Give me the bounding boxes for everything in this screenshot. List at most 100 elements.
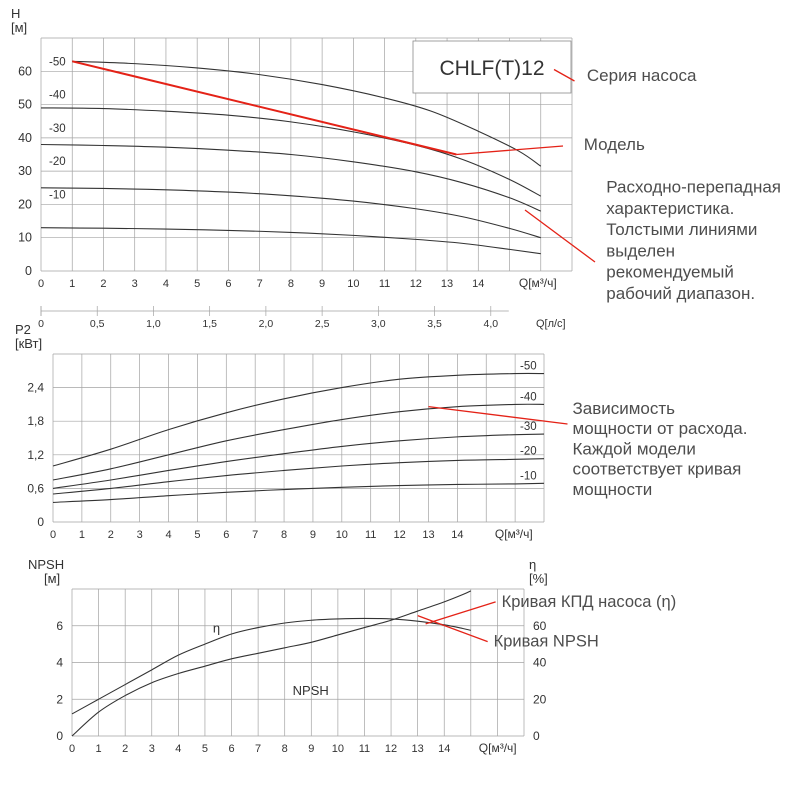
svg-text:14: 14: [438, 743, 450, 755]
svg-text:3,5: 3,5: [427, 318, 442, 330]
svg-text:60: 60: [533, 619, 547, 633]
svg-text:5: 5: [194, 529, 200, 541]
svg-text:6: 6: [223, 529, 229, 541]
svg-text:Q[м³/ч]: Q[м³/ч]: [495, 527, 533, 541]
svg-text:Расходно-перепадная: Расходно-перепадная: [606, 178, 781, 197]
svg-text:-20: -20: [49, 156, 66, 168]
svg-text:7: 7: [255, 743, 261, 755]
svg-text:7: 7: [252, 529, 258, 541]
svg-text:2,5: 2,5: [315, 318, 330, 330]
svg-text:10: 10: [347, 278, 359, 290]
svg-text:1,8: 1,8: [27, 414, 44, 428]
svg-text:характеристика.: характеристика.: [606, 199, 734, 218]
svg-text:60: 60: [18, 64, 32, 78]
svg-text:4: 4: [175, 743, 181, 755]
svg-text:6: 6: [56, 619, 63, 633]
svg-text:1,0: 1,0: [146, 318, 161, 330]
svg-text:Каждой модели: Каждой модели: [573, 439, 696, 458]
svg-text:2,4: 2,4: [27, 381, 44, 395]
svg-text:12: 12: [385, 743, 397, 755]
svg-text:0: 0: [37, 515, 44, 529]
svg-text:мощности: мощности: [573, 480, 653, 499]
svg-text:12: 12: [393, 529, 405, 541]
svg-text:4: 4: [165, 529, 171, 541]
svg-text:10: 10: [336, 529, 348, 541]
svg-text:0,6: 0,6: [27, 481, 44, 495]
svg-text:[м]: [м]: [11, 20, 27, 35]
svg-text:4,0: 4,0: [483, 318, 498, 330]
svg-text:0: 0: [533, 729, 540, 743]
svg-text:7: 7: [257, 278, 263, 290]
svg-text:4: 4: [163, 278, 169, 290]
svg-text:η: η: [213, 621, 220, 636]
svg-text:2: 2: [100, 278, 106, 290]
svg-text:0: 0: [38, 278, 44, 290]
svg-text:20: 20: [18, 197, 32, 211]
svg-text:10: 10: [332, 743, 344, 755]
svg-text:0: 0: [25, 264, 32, 278]
svg-text:6: 6: [228, 743, 234, 755]
svg-text:Кривая КПД насоса (η): Кривая КПД насоса (η): [502, 593, 677, 611]
svg-text:12: 12: [410, 278, 422, 290]
svg-text:40: 40: [18, 131, 32, 145]
svg-text:2: 2: [56, 692, 63, 706]
svg-text:-10: -10: [49, 189, 66, 201]
svg-text:3: 3: [149, 743, 155, 755]
svg-text:-50: -50: [49, 56, 66, 68]
svg-text:мощности от расхода.: мощности от расхода.: [573, 419, 748, 438]
svg-text:P2: P2: [15, 322, 31, 337]
svg-text:0: 0: [38, 318, 44, 330]
svg-text:NPSH: NPSH: [28, 557, 64, 572]
svg-text:5: 5: [194, 278, 200, 290]
svg-text:-50: -50: [520, 361, 537, 373]
svg-text:13: 13: [422, 529, 434, 541]
svg-text:[кВт]: [кВт]: [15, 336, 42, 351]
svg-text:2: 2: [122, 743, 128, 755]
svg-text:1: 1: [79, 529, 85, 541]
svg-text:30: 30: [18, 164, 32, 178]
svg-text:Кривая NPSH: Кривая NPSH: [494, 633, 599, 651]
svg-text:-30: -30: [520, 421, 537, 433]
svg-text:9: 9: [310, 529, 316, 541]
svg-text:3: 3: [137, 529, 143, 541]
svg-text:20: 20: [533, 692, 547, 706]
svg-text:[%]: [%]: [529, 571, 548, 586]
svg-text:Зависимость: Зависимость: [573, 399, 676, 418]
svg-text:6: 6: [225, 278, 231, 290]
svg-text:3: 3: [132, 278, 138, 290]
svg-text:40: 40: [533, 656, 547, 670]
svg-text:1: 1: [69, 278, 75, 290]
svg-text:2,0: 2,0: [259, 318, 274, 330]
svg-text:[м]: [м]: [44, 571, 60, 586]
svg-text:Q[м³/ч]: Q[м³/ч]: [519, 276, 557, 290]
svg-text:0: 0: [69, 743, 75, 755]
svg-text:11: 11: [365, 529, 376, 541]
svg-text:2: 2: [108, 529, 114, 541]
svg-text:50: 50: [18, 98, 32, 112]
svg-text:Q[л/с]: Q[л/с]: [536, 318, 566, 330]
svg-text:Q[м³/ч]: Q[м³/ч]: [479, 741, 517, 755]
svg-text:-40: -40: [520, 391, 537, 403]
svg-text:13: 13: [441, 278, 453, 290]
svg-text:1,5: 1,5: [202, 318, 217, 330]
svg-text:соответствует кривая: соответствует кривая: [573, 460, 742, 479]
svg-text:8: 8: [282, 743, 288, 755]
svg-text:10: 10: [18, 231, 32, 245]
svg-text:-20: -20: [520, 446, 537, 458]
svg-text:-30: -30: [49, 123, 66, 135]
svg-text:8: 8: [281, 529, 287, 541]
svg-text:0: 0: [56, 729, 63, 743]
svg-text:3,0: 3,0: [371, 318, 386, 330]
svg-text:Толстыми линиями: Толстыми линиями: [606, 220, 757, 239]
svg-text:Модель: Модель: [584, 135, 645, 154]
svg-text:рабочий диапазон.: рабочий диапазон.: [606, 284, 755, 303]
svg-text:-10: -10: [520, 470, 537, 482]
svg-text:0: 0: [50, 529, 56, 541]
svg-text:13: 13: [412, 743, 424, 755]
svg-text:1,2: 1,2: [27, 448, 44, 462]
svg-text:14: 14: [472, 278, 484, 290]
svg-text:1: 1: [96, 743, 102, 755]
svg-text:5: 5: [202, 743, 208, 755]
svg-text:11: 11: [379, 278, 390, 290]
svg-text:CHLF(T)12: CHLF(T)12: [439, 57, 544, 80]
